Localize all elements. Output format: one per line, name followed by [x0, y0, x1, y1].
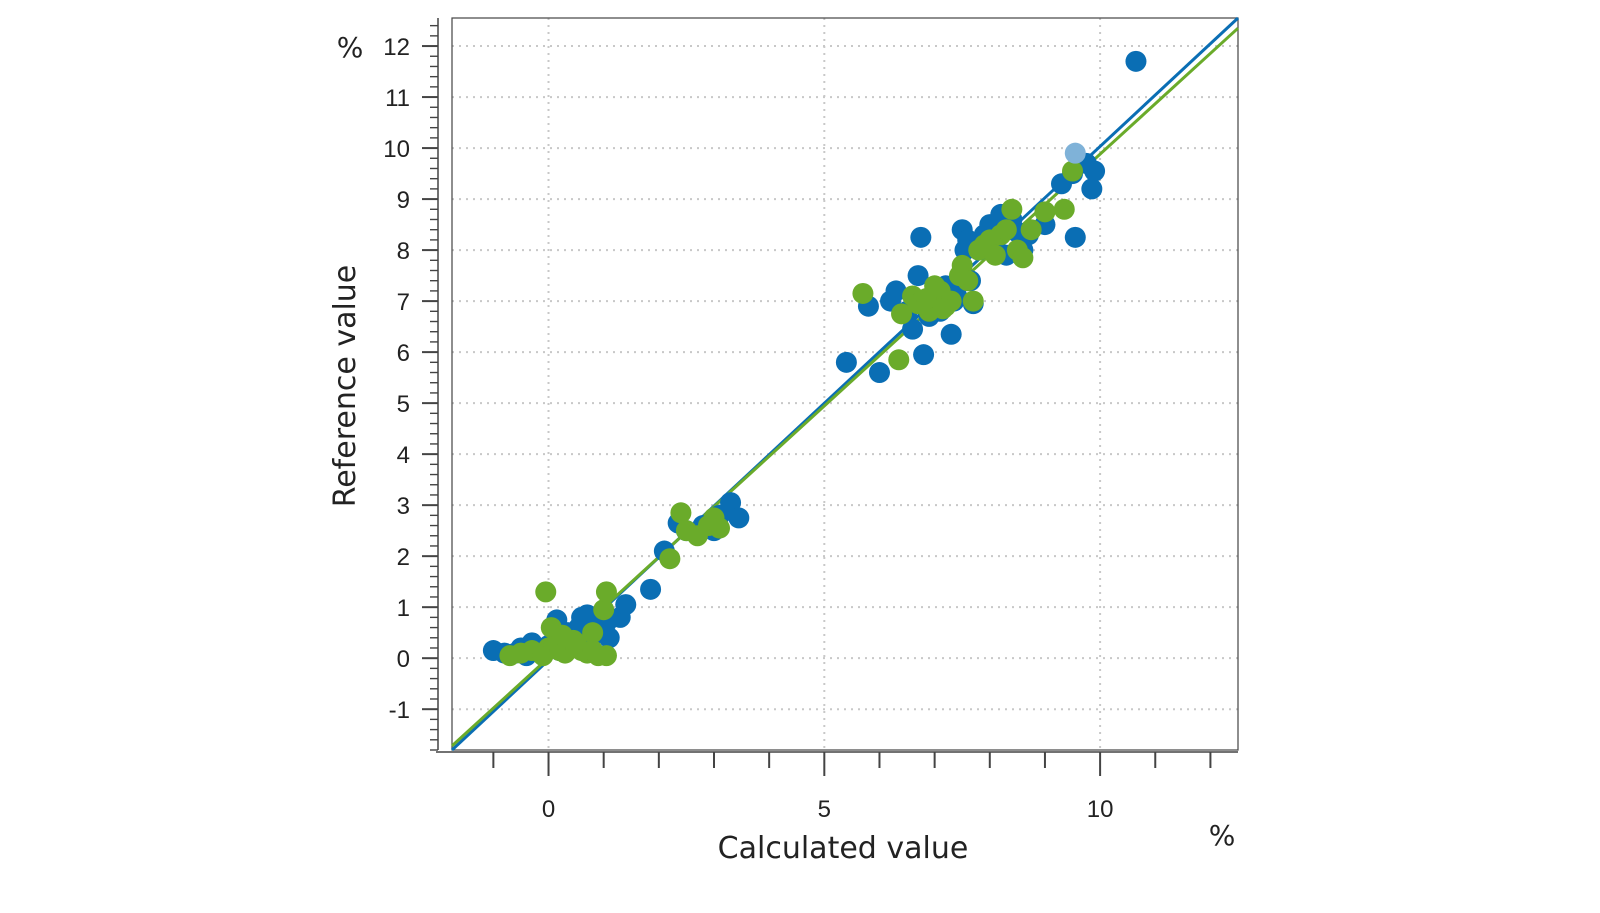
- data-point: [984, 244, 1006, 266]
- x-axis-title: Calculated value: [718, 831, 969, 866]
- data-point: [891, 303, 913, 325]
- x-tick-label: 5: [818, 796, 831, 823]
- data-points: [482, 50, 1147, 667]
- y-tick-label: 12: [383, 34, 410, 61]
- data-point: [565, 632, 587, 654]
- data-point: [1020, 219, 1042, 241]
- y-tick-label: 10: [383, 136, 410, 163]
- y-tick-label: 5: [397, 391, 410, 418]
- data-point: [1125, 50, 1147, 72]
- y-axis-unit: %: [337, 31, 364, 64]
- data-point: [593, 599, 615, 621]
- data-point: [535, 581, 557, 603]
- data-point: [932, 298, 954, 320]
- data-point: [902, 318, 924, 340]
- data-point: [582, 640, 604, 662]
- x-axis-unit: %: [1209, 819, 1236, 852]
- data-point: [1034, 201, 1056, 223]
- y-tick-label: 7: [397, 289, 410, 316]
- data-point: [659, 548, 681, 570]
- data-point: [728, 507, 750, 529]
- x-tick-label: 0: [542, 796, 555, 823]
- data-point: [1064, 226, 1086, 248]
- data-point: [582, 622, 604, 644]
- data-point: [595, 581, 617, 603]
- y-tick-label: -1: [389, 697, 410, 724]
- data-point: [888, 349, 910, 371]
- data-point: [962, 290, 984, 312]
- data-point: [852, 282, 874, 304]
- y-tick-label: 9: [397, 187, 410, 214]
- data-point: [1084, 160, 1106, 182]
- data-point: [709, 517, 731, 539]
- y-tick-label: 6: [397, 340, 410, 367]
- y-axis-title: Reference value: [328, 265, 363, 508]
- data-point: [868, 362, 890, 384]
- data-point: [948, 265, 970, 287]
- data-point: [1053, 198, 1075, 220]
- y-tick-label: 2: [397, 544, 410, 571]
- data-point: [615, 594, 637, 616]
- axes: [422, 18, 1238, 776]
- y-tick-label: 0: [397, 646, 410, 673]
- data-point: [913, 344, 935, 366]
- data-point: [995, 219, 1017, 241]
- data-point: [1064, 142, 1086, 164]
- data-point: [915, 288, 937, 310]
- data-point: [940, 323, 962, 345]
- data-point: [910, 226, 932, 248]
- data-point: [1062, 160, 1084, 182]
- x-tick-label: 10: [1087, 796, 1114, 823]
- y-tick-label: 1: [397, 595, 410, 622]
- y-tick-label: 4: [397, 442, 410, 469]
- data-point: [1081, 178, 1103, 200]
- data-point: [1012, 247, 1034, 269]
- y-tick-label: 8: [397, 238, 410, 265]
- y-tick-label: 3: [397, 493, 410, 520]
- data-point: [885, 280, 907, 302]
- data-point: [835, 351, 857, 373]
- data-point: [907, 265, 929, 287]
- data-point: [640, 578, 662, 600]
- plot-area-frame: [451, 17, 1239, 751]
- data-point: [670, 502, 692, 524]
- data-point: [1001, 198, 1023, 220]
- y-tick-label: 11: [385, 85, 410, 112]
